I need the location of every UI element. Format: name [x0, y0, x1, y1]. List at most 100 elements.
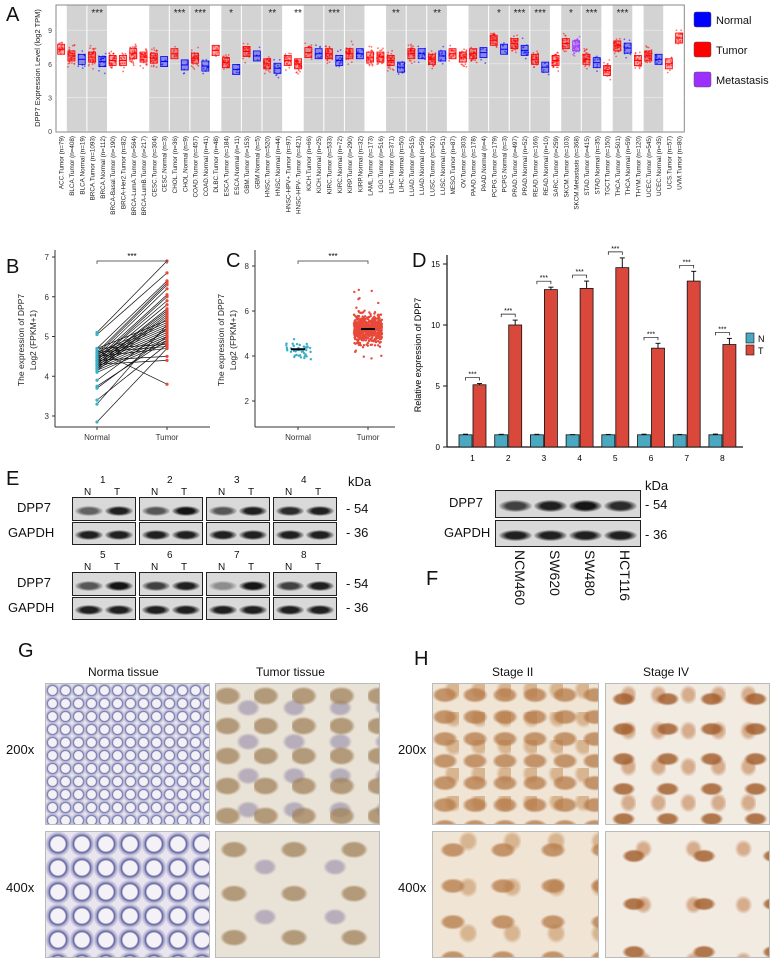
data-point — [71, 44, 74, 47]
legend-label-t: T — [758, 346, 764, 356]
data-point — [380, 49, 383, 51]
data-point — [145, 59, 147, 62]
data-point — [596, 70, 598, 73]
significance-label: *** — [504, 308, 512, 315]
data-point — [296, 59, 299, 62]
data-point — [245, 53, 247, 56]
data-point — [536, 50, 538, 53]
data-point — [557, 66, 559, 69]
group-shade-brca — [87, 5, 107, 132]
data-point — [307, 45, 310, 48]
tumor-point — [380, 337, 383, 340]
tumor-point — [354, 337, 357, 341]
y-tick-label: 15 — [431, 260, 440, 269]
x-tick-label: PRAD.Tumor (n=497) — [512, 136, 519, 197]
tumor-point — [357, 309, 360, 313]
protein-band — [276, 505, 304, 516]
tumor-point — [368, 334, 371, 338]
y-axis-label-c2: Log2 (FPKM+1) — [228, 310, 238, 370]
x-tick-label: THYM.Tumor (n=120) — [635, 136, 642, 197]
data-point — [205, 58, 208, 61]
data-point — [173, 49, 176, 51]
pair-line — [96, 282, 168, 353]
data-point — [175, 54, 178, 57]
data-point — [623, 38, 626, 41]
data-point — [61, 41, 63, 44]
data-point — [154, 54, 157, 57]
tumor-point — [165, 283, 169, 287]
data-point — [67, 52, 70, 55]
x-tick-label: PAAD.Tumor (n=178) — [471, 136, 478, 196]
lane-number: 8 — [301, 550, 307, 561]
x-tick-label: LAML.Tumor (n=173) — [368, 136, 375, 196]
data-point — [263, 72, 266, 75]
x-tick-label: Tumor — [156, 433, 179, 442]
ihc-tumor-400x — [215, 831, 380, 958]
blot-f-dpp7 — [495, 490, 641, 518]
tumor-point — [165, 354, 169, 358]
tumor-point — [372, 340, 375, 343]
data-point — [430, 50, 433, 52]
x-tick-label: 8 — [720, 453, 725, 463]
x-tick-label: 7 — [684, 453, 689, 463]
data-point — [59, 49, 61, 52]
data-point — [242, 57, 244, 60]
data-point — [235, 71, 238, 74]
data-point — [285, 57, 288, 60]
group-shade-luad — [406, 5, 427, 132]
data-point — [370, 49, 373, 52]
data-point — [351, 43, 354, 46]
protein-band — [209, 505, 237, 516]
blot-dpp7-5 — [72, 572, 136, 596]
data-point — [174, 45, 176, 48]
data-point — [350, 61, 353, 64]
data-point — [412, 45, 414, 47]
data-point — [669, 69, 671, 72]
data-point — [195, 55, 198, 58]
data-point — [58, 46, 61, 49]
panel-label-f: F — [426, 568, 439, 590]
data-point — [377, 47, 379, 50]
protein-label-dpp7: DPP7 — [449, 495, 483, 510]
tumor-point — [355, 332, 358, 335]
protein-band — [306, 580, 334, 591]
data-point — [81, 50, 84, 52]
x-tick-label: GBM.Normal (n=5) — [254, 136, 261, 189]
data-point — [77, 65, 80, 68]
data-point — [264, 66, 267, 69]
y-tick-label: 5 — [436, 382, 441, 391]
blot-gapdh-7 — [206, 597, 270, 620]
y-tick-label: 3 — [45, 412, 50, 421]
x-tick-label: TGCT.Tumor (n=150) — [605, 136, 612, 196]
data-point — [357, 50, 359, 53]
data-point — [326, 59, 329, 62]
legend-label-n: N — [758, 334, 765, 344]
data-point — [146, 63, 148, 66]
protein-band — [172, 605, 200, 615]
tumor-point — [362, 343, 366, 347]
significance-label: *** — [328, 252, 337, 261]
data-point — [131, 50, 134, 53]
x-tick-label: MESO.Tumor (n=87) — [450, 136, 457, 194]
x-tick-label: UCEC.Normal (n=35) — [656, 136, 663, 196]
data-point — [338, 62, 341, 65]
data-point — [377, 62, 380, 65]
x-tick-label: KIRP.Normal (n=32) — [357, 136, 364, 192]
data-point — [227, 63, 230, 65]
x-tick-label: ESCA.Tumor (n=184) — [223, 136, 230, 197]
normal-point — [95, 386, 99, 390]
tumor-point — [352, 313, 356, 316]
data-point — [267, 69, 270, 72]
tumor-point — [165, 299, 169, 303]
normal-point — [285, 344, 288, 347]
normal-point — [95, 348, 99, 353]
tumor-point — [354, 326, 357, 330]
x-tick-label: LGG.Tumor (n=516) — [378, 136, 385, 193]
panel-label-h: H — [414, 648, 429, 670]
y-tick-label: 8 — [245, 262, 250, 271]
data-point — [449, 44, 452, 47]
group-shade-cesc — [149, 5, 169, 132]
data-point — [123, 62, 126, 64]
data-point — [193, 53, 196, 55]
protein-label-dpp7: DPP7 — [17, 575, 51, 590]
